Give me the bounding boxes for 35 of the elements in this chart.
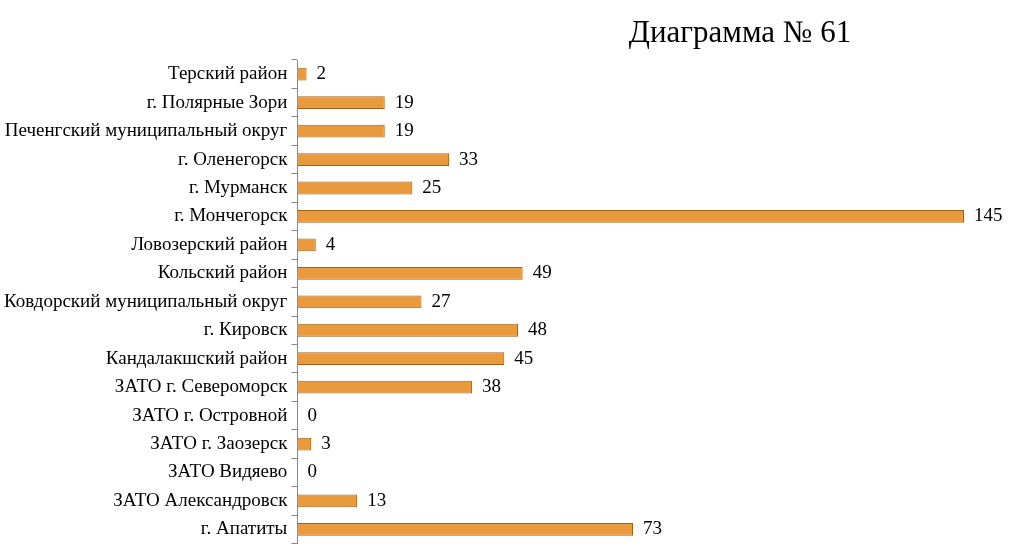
y-tick-label: ЗАТО Видяево [167,460,288,482]
data-label: 38 [482,375,502,397]
y-tick-label: г. Мончегорск [174,204,289,226]
y-tick-label: г. Полярные Зори [146,90,288,112]
y-tick-label: ЗАТО г. Заозерск [150,432,289,454]
y-tick-label: Ловозерский район [131,232,288,254]
data-label: 4 [325,232,336,254]
chart-title: Диаграмма № 61 [627,14,853,50]
y-tick-label: Кандалакшский район [105,346,288,368]
y-tick-label: ЗАТО г. Островной [132,403,288,425]
data-label: 145 [974,204,1003,226]
data-label: 25 [422,176,442,197]
data-label: 48 [528,318,548,340]
y-tick-label: ЗАТО г. Североморск [114,375,289,397]
data-label: 19 [394,119,414,141]
y-tick-label: Печенгский муниципальный округ [4,119,288,141]
data-label: 45 [514,346,534,368]
y-tick-label: г. Оленегорск [178,147,289,169]
data-label: 33 [459,147,479,169]
data-label: 3 [321,432,331,454]
data-label: 2 [316,62,327,84]
y-tick-label: Кольский район [157,261,288,283]
y-tick-label: Терский район [168,62,288,84]
data-label: 13 [367,488,387,510]
data-label: 49 [532,261,552,283]
data-label: 73 [642,517,662,539]
y-tick-label: Ковдорский муниципальный округ [3,289,288,311]
y-tick-label: г. Мурманск [188,176,289,197]
data-label: 19 [394,90,414,112]
data-label: 0 [307,460,317,482]
y-tick-label: г. Кировск [203,318,289,340]
data-label: 27 [431,289,451,311]
y-tick-label: ЗАТО Александровск [113,488,289,510]
y-tick-label: г. Апатиты [200,517,288,539]
data-label: 0 [307,403,317,425]
